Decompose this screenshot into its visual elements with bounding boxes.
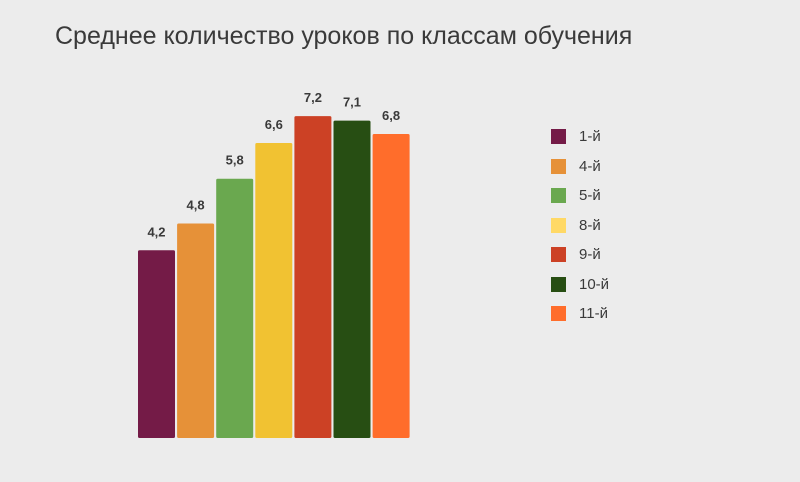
data-label-9-й: 7,2 — [304, 90, 322, 105]
bar-9-й — [294, 116, 332, 438]
bar-10-й — [333, 120, 371, 438]
legend-swatch — [551, 158, 566, 174]
bar-11-й — [372, 134, 410, 439]
legend-label: 8-й — [579, 216, 601, 234]
legend-item: 1-й — [551, 122, 609, 152]
legend-item: 10-й — [551, 270, 609, 300]
data-label-4-й: 4,8 — [187, 197, 205, 212]
legend-label: 9-й — [579, 246, 601, 264]
legend: 1-й 4-й 5-й 8-й 9-й 10-й 11-й — [551, 122, 609, 329]
legend-swatch — [551, 247, 566, 263]
legend-item: 8-й — [551, 211, 609, 241]
data-label-5-й: 5,8 — [226, 153, 244, 168]
legend-swatch — [551, 188, 566, 204]
bar-4-й — [177, 223, 215, 438]
data-label-10-й: 7,1 — [343, 95, 361, 110]
bar-8-й — [255, 142, 293, 439]
legend-swatch — [551, 129, 566, 145]
legend-item: 5-й — [551, 181, 609, 211]
legend-label: 4-й — [579, 157, 601, 175]
data-label-8-й: 6,6 — [265, 117, 283, 132]
legend-item: 9-й — [551, 240, 609, 270]
bar-5-й — [216, 178, 254, 439]
data-label-1-й: 4,2 — [147, 224, 165, 239]
data-label-11-й: 6,8 — [382, 108, 400, 123]
legend-label: 1-й — [579, 128, 601, 146]
bar-1-й — [138, 250, 175, 438]
chart-title: Среднее количество уроков по классам обу… — [55, 22, 633, 50]
legend-swatch — [551, 276, 566, 292]
legend-label: 5-й — [579, 187, 601, 205]
legend-swatch — [551, 217, 566, 233]
legend-item: 4-й — [551, 152, 609, 182]
legend-item: 11-й — [551, 299, 609, 329]
legend-label: 10-й — [579, 275, 610, 293]
legend-label: 11-й — [579, 305, 608, 323]
legend-swatch — [551, 306, 566, 322]
